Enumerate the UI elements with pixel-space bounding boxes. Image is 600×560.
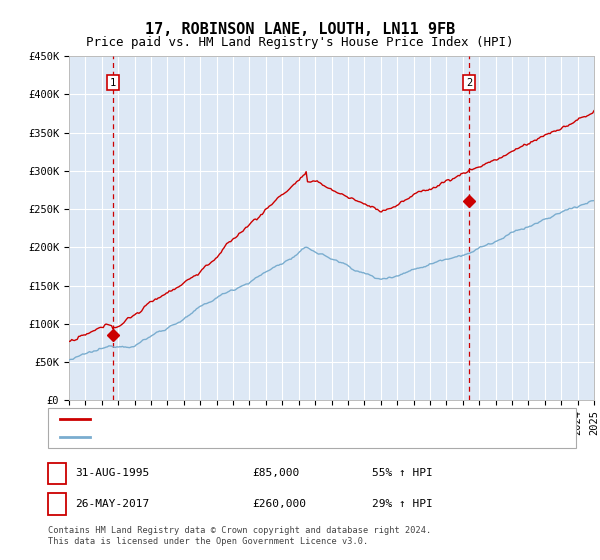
Text: Price paid vs. HM Land Registry's House Price Index (HPI): Price paid vs. HM Land Registry's House … bbox=[86, 36, 514, 49]
Text: Contains HM Land Registry data © Crown copyright and database right 2024.
This d: Contains HM Land Registry data © Crown c… bbox=[48, 526, 431, 546]
Text: 2: 2 bbox=[53, 499, 61, 509]
Text: £85,000: £85,000 bbox=[252, 468, 299, 478]
Text: 29% ↑ HPI: 29% ↑ HPI bbox=[372, 499, 433, 509]
Text: 17, ROBINSON LANE, LOUTH, LN11 9FB (detached house): 17, ROBINSON LANE, LOUTH, LN11 9FB (deta… bbox=[93, 414, 412, 424]
Text: 55% ↑ HPI: 55% ↑ HPI bbox=[372, 468, 433, 478]
Text: HPI: Average price, detached house, East Lindsey: HPI: Average price, detached house, East… bbox=[93, 432, 393, 442]
Text: 2: 2 bbox=[466, 78, 472, 88]
Text: 31-AUG-1995: 31-AUG-1995 bbox=[75, 468, 149, 478]
Text: £260,000: £260,000 bbox=[252, 499, 306, 509]
Text: 17, ROBINSON LANE, LOUTH, LN11 9FB: 17, ROBINSON LANE, LOUTH, LN11 9FB bbox=[145, 22, 455, 38]
Text: 1: 1 bbox=[110, 78, 116, 88]
Text: 1: 1 bbox=[53, 468, 61, 478]
Text: 26-MAY-2017: 26-MAY-2017 bbox=[75, 499, 149, 509]
